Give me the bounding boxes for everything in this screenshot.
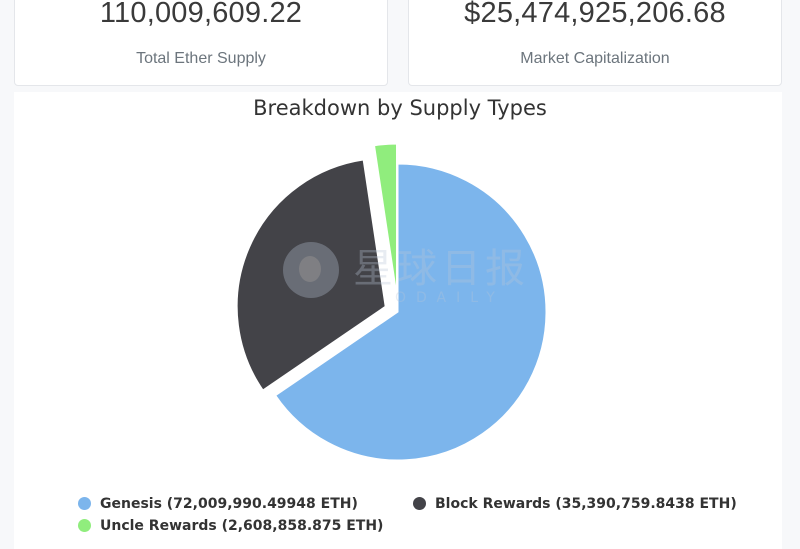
total-supply-label: Total Ether Supply: [136, 50, 266, 67]
legend-item-genesis[interactable]: Genesis (72,009,990.49948 ETH): [78, 496, 358, 512]
pie-slice-block-rewards[interactable]: [236, 159, 386, 391]
pie-slice-genesis[interactable]: [275, 163, 547, 461]
legend-genesis-marker: [78, 497, 91, 510]
legend-uncle-rewards-marker: [78, 519, 91, 532]
total-supply-card: 110,009,609.22 Total Ether Supply: [14, 0, 388, 86]
market-cap-label: Market Capitalization: [520, 50, 670, 67]
market-cap-value: $25,474,925,206.68: [464, 0, 726, 29]
total-supply-value: 110,009,609.22: [99, 0, 303, 29]
legend-block-rewards-label: Block Rewards (35,390,759.8438 ETH): [435, 496, 737, 512]
pie-slice-uncle-rewards[interactable]: [373, 143, 398, 293]
legend-genesis-label: Genesis (72,009,990.49948 ETH): [100, 496, 358, 512]
chart-title: Breakdown by Supply Types: [253, 96, 547, 120]
legend-item-block-rewards[interactable]: Block Rewards (35,390,759.8438 ETH): [413, 496, 737, 512]
legend-item-uncle-rewards[interactable]: Uncle Rewards (2,608,858.875 ETH): [78, 518, 383, 534]
legend-uncle-rewards-label: Uncle Rewards (2,608,858.875 ETH): [100, 518, 384, 534]
legend-block-rewards-marker: [413, 497, 426, 510]
market-cap-card: $25,474,925,206.68 Market Capitalization: [408, 0, 782, 86]
